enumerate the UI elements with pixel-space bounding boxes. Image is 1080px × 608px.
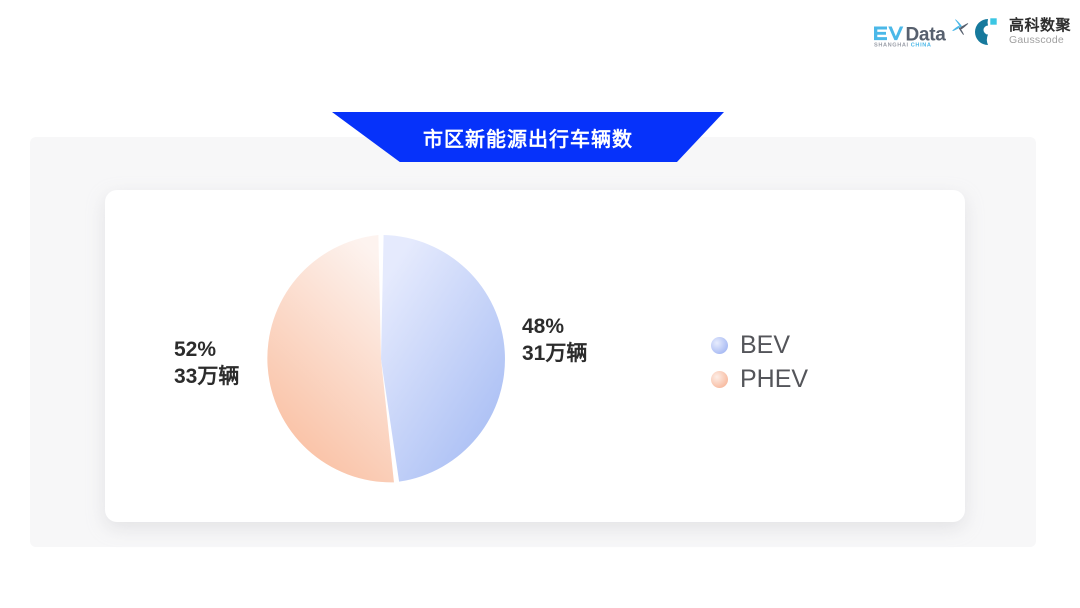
svg-text:SHANGHAI CHINA: SHANGHAI CHINA	[874, 43, 932, 49]
